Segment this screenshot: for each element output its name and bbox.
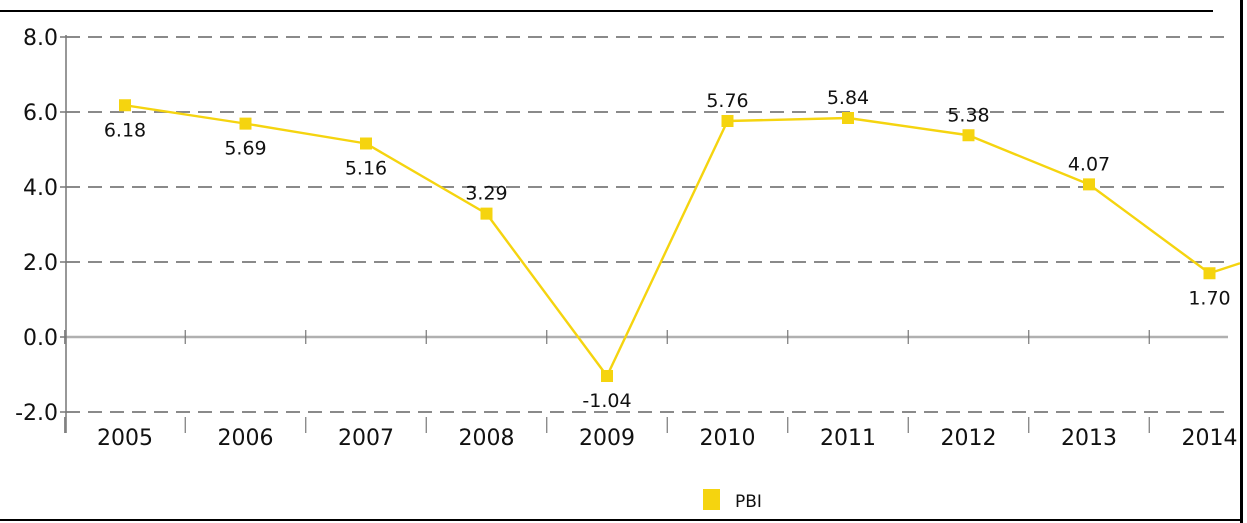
data-label: 3.29 bbox=[465, 183, 507, 205]
y-tick-label: 6.0 bbox=[23, 101, 58, 126]
data-label: 5.16 bbox=[345, 158, 387, 180]
gridlines bbox=[66, 36, 1228, 413]
x-tick-label: 2010 bbox=[700, 426, 756, 451]
data-point-marker bbox=[360, 137, 372, 150]
x-tick-label: 2014 bbox=[1182, 426, 1238, 451]
x-tick-label: 2006 bbox=[218, 426, 274, 451]
legend-label-pbi: PBI bbox=[735, 492, 762, 512]
x-tick-label: 2007 bbox=[338, 426, 394, 451]
right-border bbox=[1240, 0, 1243, 523]
legend-swatch bbox=[703, 489, 720, 510]
data-point-marker bbox=[119, 99, 131, 112]
top-border bbox=[0, 10, 1213, 12]
x-axis-tick-labels: 2005 2006 2007 2008 2009 2010 2011 2012 2013 2014 bbox=[97, 426, 1238, 451]
x-tick-label: 2009 bbox=[579, 426, 635, 451]
data-labels: 6.18 5.69 5.16 3.29 -1.04 5.76 5.84 5.38 4.07 1.7… bbox=[104, 87, 1231, 412]
data-label: 5.84 bbox=[827, 87, 869, 109]
data-point-marker bbox=[480, 207, 493, 220]
bottom-border bbox=[0, 519, 1243, 521]
data-label: 1.70 bbox=[1188, 287, 1230, 309]
y-axis-tick-labels: 8.0 6.0 4.0 2.0 0.0 -2.0 bbox=[15, 26, 58, 426]
data-label: 5.69 bbox=[224, 138, 266, 160]
data-label: 4.07 bbox=[1068, 153, 1110, 175]
y-tick-label: 2.0 bbox=[23, 251, 58, 276]
x-tick-label: 2008 bbox=[459, 426, 515, 451]
data-point-marker bbox=[721, 115, 734, 127]
series-line-pbi bbox=[124, 104, 1211, 378]
data-label: -1.04 bbox=[582, 390, 631, 412]
data-label: 6.18 bbox=[104, 119, 146, 141]
data-point-marker bbox=[1203, 267, 1216, 280]
y-tick-label: 0.0 bbox=[23, 326, 58, 351]
y-tick-label: -2.0 bbox=[15, 401, 58, 426]
data-point-marker bbox=[239, 117, 252, 130]
data-point-marker bbox=[601, 370, 613, 382]
axes bbox=[60, 35, 1150, 433]
data-point-marker bbox=[962, 129, 975, 142]
legend: PBI bbox=[703, 489, 762, 512]
data-label: 5.76 bbox=[706, 90, 748, 112]
x-tick-label: 2013 bbox=[1061, 426, 1117, 451]
x-tick-label: 2011 bbox=[820, 426, 876, 451]
x-tick-label: 2012 bbox=[941, 426, 997, 451]
data-point-marker bbox=[1083, 178, 1095, 191]
series-pbi bbox=[119, 99, 1241, 382]
data-label: 5.38 bbox=[947, 104, 989, 126]
x-tick-label: 2005 bbox=[97, 426, 153, 451]
data-point-marker bbox=[842, 112, 854, 124]
y-tick-label: 8.0 bbox=[23, 26, 58, 51]
y-tick-label: 4.0 bbox=[23, 176, 58, 201]
